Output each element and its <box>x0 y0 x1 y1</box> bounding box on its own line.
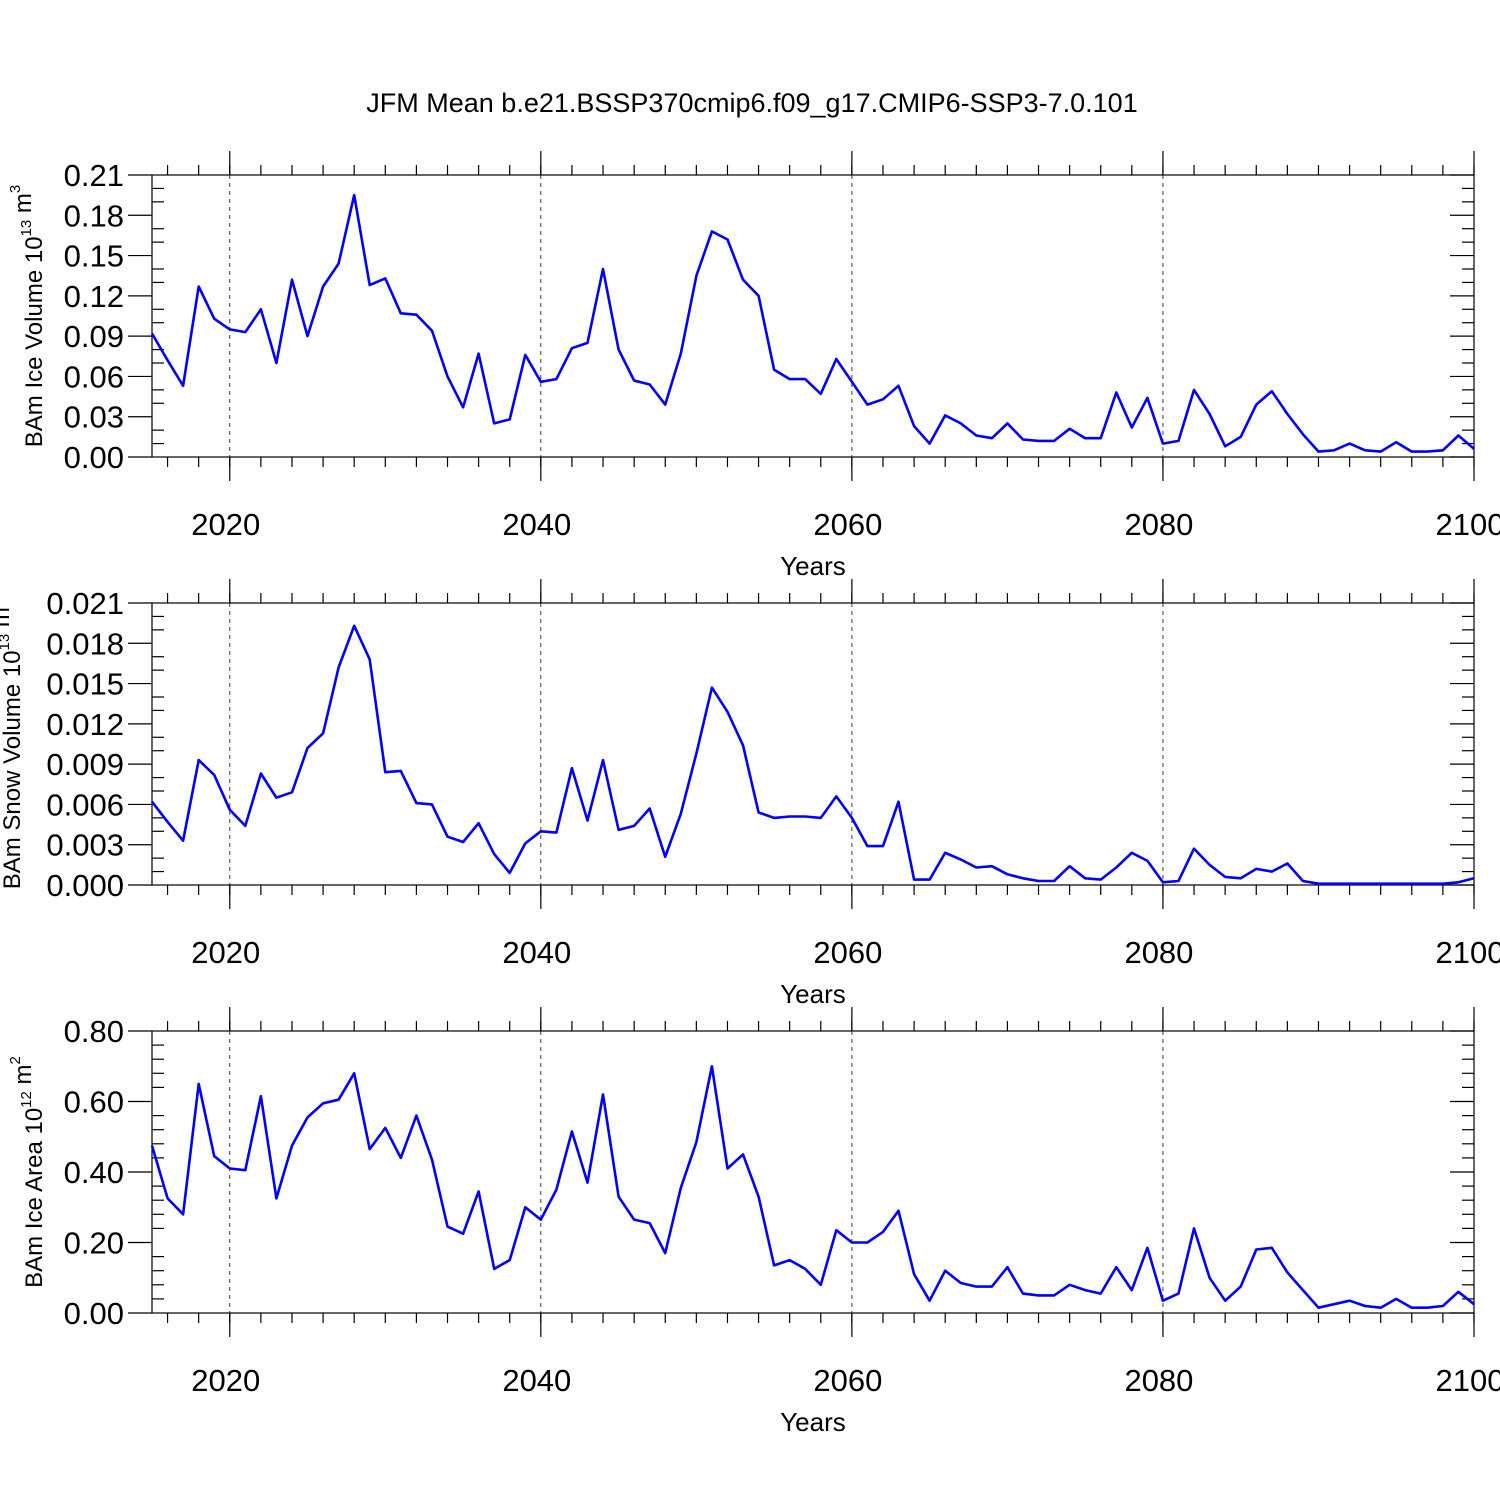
y-tick-label: 0.80 <box>64 1014 124 1049</box>
y-tick-label: 0.06 <box>64 359 124 394</box>
y-tick-label: 0.018 <box>46 626 124 661</box>
y-tick-label: 0.012 <box>46 707 124 742</box>
series-line <box>150 624 1475 886</box>
x-axis-label: Years <box>780 979 846 1009</box>
plot-frame <box>151 602 1475 886</box>
y-tick-label: 0.09 <box>64 319 124 354</box>
x-axis-label: Years <box>780 551 846 581</box>
x-tick-label: 2020 <box>191 1363 260 1398</box>
x-tick-label: 2040 <box>502 935 571 970</box>
y-tick-label: 0.18 <box>64 198 124 233</box>
panel-3: 0.00 0.20 0.40 0.60 0.80 2020 2040 2060 2080 2100… <box>7 1007 1500 1437</box>
y-tick-label: 0.006 <box>46 787 124 822</box>
x-tick-label: 2020 <box>191 507 260 542</box>
y-tick-label: 0.009 <box>46 747 124 782</box>
y-tick-label: 0.003 <box>46 828 124 863</box>
y-tick-label: 0.40 <box>64 1155 124 1190</box>
x-tick-label: 2060 <box>813 935 882 970</box>
x-tick-label: 2020 <box>191 935 260 970</box>
y-axis-label: BAm Ice Volume 1013 m3 <box>7 185 48 447</box>
x-tick-label: 2060 <box>813 1363 882 1398</box>
y-tick-label: 0.00 <box>64 440 124 475</box>
plot-frame <box>151 174 1475 458</box>
x-tick-label: 2040 <box>502 507 571 542</box>
y-tick-label: 0.015 <box>46 667 124 702</box>
y-tick-label: 0.021 <box>46 586 124 621</box>
panel-1: 0.00 0.03 0.06 0.09 0.12 0.15 0.18 0.21 2020 2040… <box>7 151 1500 581</box>
y-tick-label: 0.15 <box>64 239 124 274</box>
x-tick-label: 2080 <box>1124 935 1193 970</box>
panel-2: 0.000 0.003 0.006 0.009 0.012 0.015 0.018 0.021… <box>0 579 1500 1009</box>
y-axis-label: BAm Snow Volume 1013 m3 <box>0 599 26 890</box>
y-tick-label: 0.60 <box>64 1085 124 1120</box>
figure-title: JFM Mean b.e21.BSSP370cmip6.f09_g17.CMIP… <box>366 88 1137 118</box>
x-tick-label: 2100 <box>1436 935 1500 970</box>
x-tick-label: 2080 <box>1124 1363 1193 1398</box>
x-tick-label: 2100 <box>1436 507 1500 542</box>
plot-frame <box>151 1030 1475 1314</box>
series-line <box>150 1065 1475 1309</box>
y-tick-label: 0.12 <box>64 279 124 314</box>
y-tick-label: 0.03 <box>64 400 124 435</box>
y-tick-label: 0.21 <box>64 158 124 193</box>
y-tick-label: 0.000 <box>46 868 124 903</box>
x-tick-label: 2060 <box>813 507 882 542</box>
x-tick-label: 2100 <box>1436 1363 1500 1398</box>
x-axis-label: Years <box>780 1407 846 1437</box>
x-tick-label: 2040 <box>502 1363 571 1398</box>
x-tick-label: 2080 <box>1124 507 1193 542</box>
series-line <box>150 193 1475 453</box>
y-tick-label: 0.00 <box>64 1296 124 1331</box>
y-tick-label: 0.20 <box>64 1226 124 1261</box>
y-axis-label: BAm Ice Area 1012 m2 <box>7 1056 48 1288</box>
